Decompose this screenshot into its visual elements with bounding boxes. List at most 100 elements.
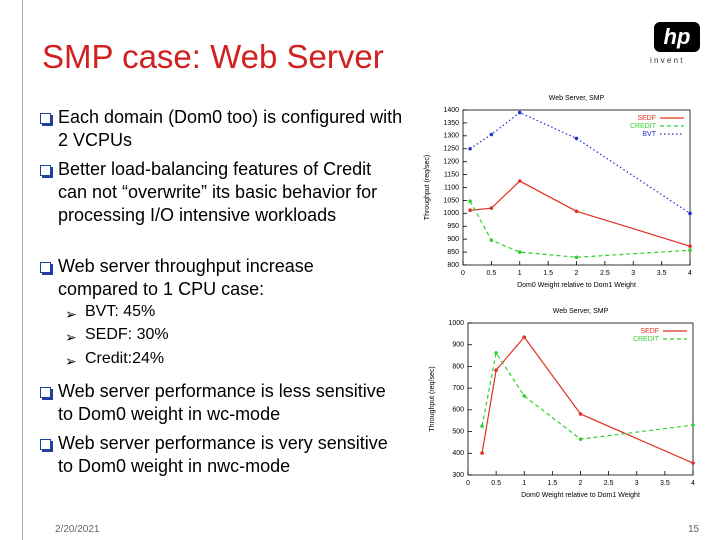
x-tick-label: 3.5 [660, 480, 670, 487]
x-tick-label: 0 [461, 270, 465, 277]
sub-bullet: ➢ Credit:24% [65, 350, 165, 369]
sub-bullet-text: SEDF: 30% [85, 326, 169, 343]
legend-label: SEDF [637, 115, 656, 122]
y-tick-label: 1050 [443, 197, 459, 204]
point [574, 209, 579, 214]
chart-title: Web Server, SMP [553, 308, 609, 315]
y-tick-label: 1150 [444, 171, 459, 178]
y-tick-label: 950 [447, 223, 459, 230]
point [691, 461, 695, 465]
y-tick-label: 500 [452, 428, 464, 435]
x-tick-label: 4 [691, 480, 695, 487]
series-line [481, 351, 694, 440]
y-tick-label: 1100 [444, 184, 459, 191]
point [489, 132, 494, 137]
x-tick-label: 3 [631, 270, 635, 277]
series-line [470, 180, 691, 247]
y-axis-label: Throughput (req/sec) [424, 155, 431, 220]
bullet: Web server throughput increase compared … [40, 255, 358, 301]
bullet-text: Web server performance is less sensitive… [58, 381, 386, 424]
y-tick-label: 850 [447, 249, 459, 256]
sub-bullet: ➢ BVT: 45% [65, 303, 156, 322]
legend-label: BVT [642, 131, 656, 138]
point [574, 136, 579, 141]
legend-label: CREDIT [630, 123, 657, 130]
point [688, 211, 692, 216]
y-tick-label: 600 [452, 407, 464, 414]
logo-mark: hp [654, 22, 700, 52]
x-tick-label: 3.5 [657, 270, 667, 277]
y-tick-label: 1000 [443, 210, 459, 217]
point [468, 146, 472, 151]
y-tick-label: 1400 [443, 107, 459, 114]
point [468, 199, 472, 203]
point [517, 179, 522, 183]
bullet-text: Each domain (Dom0 too) is configured wit… [58, 107, 403, 150]
x-tick-label: 0.5 [491, 480, 501, 487]
x-tick-label: 1.5 [548, 480, 558, 487]
point [574, 255, 579, 260]
y-tick-label: 1350 [443, 120, 459, 127]
point [688, 248, 692, 253]
bullet: Better load-balancing features of Credit… [40, 158, 388, 227]
bullet-text: Better load-balancing features of Credit… [58, 159, 378, 225]
slide-title: SMP case: Web Server [42, 38, 384, 75]
x-tick-label: 2.5 [604, 480, 614, 487]
y-tick-label: 900 [452, 342, 464, 349]
point [688, 244, 692, 248]
legend-label: SEDF [640, 328, 659, 335]
x-axis-label: Dom0 Weight relative to Dom1 Weight [521, 492, 640, 499]
point [522, 394, 527, 398]
sub-bullet-text: Credit:24% [85, 350, 165, 367]
plot-frame [467, 322, 694, 476]
point [517, 250, 522, 254]
sub-bullet-text: BVT: 45% [85, 303, 156, 320]
bullet-text: Web server throughput increase compared … [58, 256, 314, 299]
page-number: 15 [688, 524, 700, 535]
y-tick-label: 800 [447, 262, 459, 269]
logo-tagline: i n v e n t [650, 56, 683, 65]
chart-title: Web Server, SMP [549, 95, 605, 102]
y-tick-label: 400 [452, 450, 464, 457]
y-tick-label: 700 [452, 385, 464, 392]
point [494, 351, 498, 355]
series-line [469, 200, 691, 258]
x-tick-label: 3 [635, 480, 639, 487]
bullet: Web server performance is very sensitive… [40, 432, 403, 478]
x-tick-label: 2 [575, 270, 579, 277]
y-tick-label: 1300 [443, 133, 459, 140]
point [468, 208, 472, 213]
x-tick-label: 0.5 [487, 270, 497, 277]
y-tick-label: 300 [452, 472, 464, 479]
y-tick-label: 1000 [448, 320, 464, 327]
y-tick-label: 1200 [443, 159, 459, 166]
point [578, 437, 583, 441]
point [489, 238, 494, 242]
x-tick-label: 2 [579, 480, 583, 487]
x-tick-label: 1 [522, 480, 526, 487]
x-tick-label: 2.5 [600, 270, 610, 277]
y-tick-label: 800 [452, 363, 464, 370]
point [691, 423, 695, 427]
sub-bullet: ➢ SEDF: 30% [65, 326, 169, 345]
x-tick-label: 1 [518, 270, 522, 277]
y-tick-label: 1250 [443, 146, 459, 153]
x-axis-label: Dom0 Weight relative to Dom1 Weight [517, 282, 636, 289]
rule [22, 0, 23, 540]
x-tick-label: 1.5 [543, 270, 553, 277]
y-axis-label: Throughput (req/sec) [429, 366, 436, 431]
x-tick-label: 0 [466, 480, 470, 487]
bullet-text: Web server performance is very sensitive… [58, 433, 388, 476]
point [578, 412, 583, 416]
point [517, 110, 522, 115]
point [480, 451, 484, 455]
footer-date: 2/20/2021 [55, 524, 100, 535]
x-tick-label: 4 [688, 270, 692, 277]
y-tick-label: 900 [447, 236, 459, 243]
bullet: Web server performance is less sensitive… [40, 380, 398, 426]
legend-label: CREDIT [633, 336, 660, 343]
point [480, 424, 484, 428]
point [489, 206, 494, 210]
